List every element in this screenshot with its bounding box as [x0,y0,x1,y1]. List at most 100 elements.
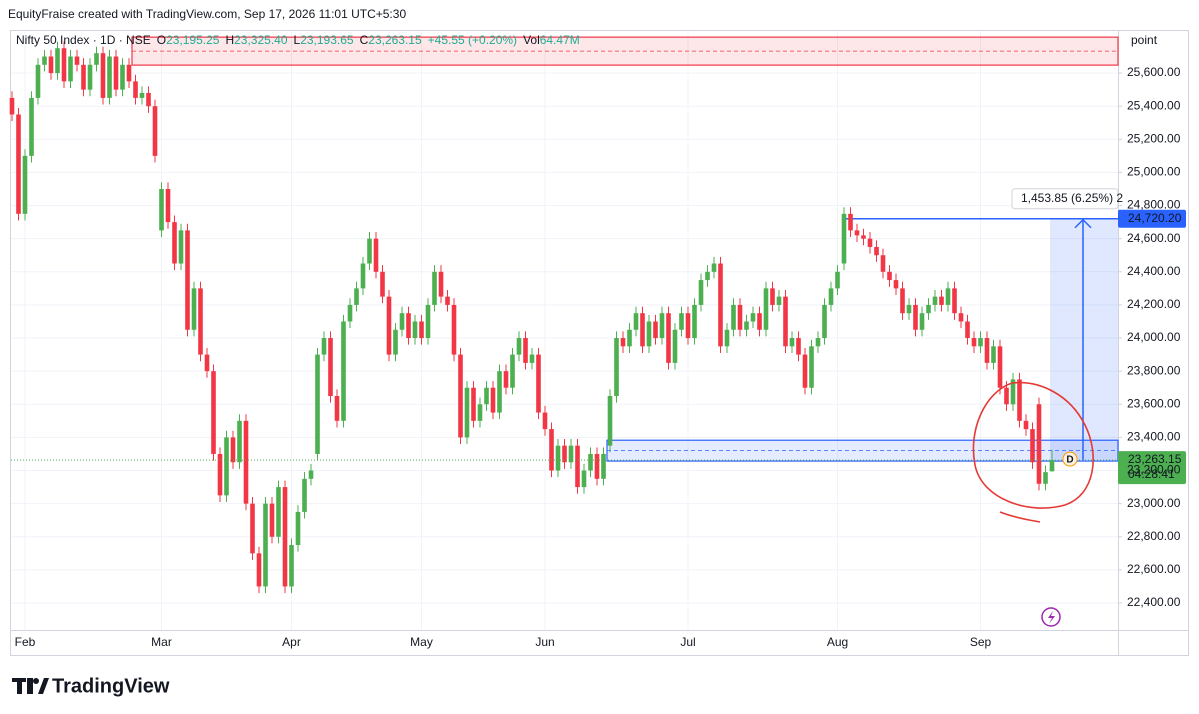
candle-body [731,304,736,330]
candle-body [750,313,756,322]
candle-body [146,92,151,107]
candle-body [419,321,424,339]
candle-body [757,313,762,330]
candle-body [549,429,554,471]
candle-body [237,420,242,463]
logo-text: TradingView [52,675,170,697]
y-tick-label: 24,400.00 [1127,264,1181,278]
candle-body [198,288,203,355]
candle-body [705,271,710,281]
candle-body [822,304,827,339]
candle-body [809,346,814,388]
candle-body [256,553,262,587]
candle-body [295,511,301,546]
legend: Nifty 50 Index · 1D · NSE O23,195.25 H23,3… [16,33,580,47]
target-price-label: 24,720.20 [1128,211,1182,225]
y-tick-label: 22,400.00 [1127,595,1181,609]
candle-body [243,420,249,504]
candle-body [224,437,229,496]
legend-change: +45.55 (+0.20%) [428,33,517,47]
legend-value: 23,195.25 [166,33,220,47]
candle-body [763,288,769,330]
candle-body [178,230,184,264]
candle-body [640,313,645,347]
candle-body [61,48,67,82]
hand-drawn-circle [972,381,1094,523]
y-tick-label: 25,200.00 [1127,131,1181,145]
candle-body [503,371,509,388]
dividend-marker [1062,451,1078,467]
candle-body [133,81,138,98]
y-tick-label: 23,800.00 [1127,363,1181,377]
candle-body [945,288,951,305]
candle-body [529,354,535,363]
candle-body [906,304,912,314]
candle-body [360,263,366,289]
candle-body [854,230,860,236]
candle-body [601,453,606,479]
candle-body [581,470,587,488]
candle-body [87,64,93,90]
candle-body [958,313,964,322]
y-tick-label: 23,200.00 [1127,463,1181,477]
candle-body [484,387,489,405]
candle-body [685,313,691,339]
candle-body [263,503,268,587]
candle-body [302,478,307,512]
header-text: EquityFraise created with TradingView.co… [8,7,406,21]
candle-body [510,354,515,388]
candle-body [373,238,379,272]
legend-volume: 64.47M [540,33,580,47]
candle-body [451,304,457,355]
y-tick-label: 24,200.00 [1127,297,1181,311]
y-tick-label: 24,600.00 [1127,231,1181,245]
candle-body [887,271,892,281]
candle-body [1010,379,1016,405]
candle-body [900,288,905,314]
candle-body [978,338,983,347]
legend-value: 23,263.15 [368,33,422,47]
candle-body [633,313,639,330]
candle-body [35,64,41,98]
x-tick-label: Feb [15,635,36,649]
candle-body [971,338,977,347]
candle-body [841,213,847,264]
candle-body [802,354,808,388]
event-icon[interactable] [1041,607,1061,627]
candle-body [113,56,119,90]
scale-button-label: point [1131,33,1158,47]
candle-body [438,271,444,297]
candle-body [159,188,164,231]
candle-body [965,321,970,339]
logo-mark-slash [38,678,49,694]
candle-body [9,97,15,115]
candles [9,41,1055,594]
candle-body [523,338,528,363]
candle-body [594,453,600,479]
scale-button[interactable] [1124,31,1184,51]
candle-body [666,313,671,363]
candle-body [412,321,418,339]
candle-body [81,64,86,90]
measure-arrowhead [1074,218,1092,229]
dividend-marker-label: D [1066,455,1073,466]
logo-mark [12,678,33,694]
candle-body [328,338,333,396]
candle-body [341,321,346,421]
candle-body [588,453,593,471]
y-tick-label: 25,600.00 [1127,65,1181,79]
legend-value: 23,193.65 [300,33,354,47]
candle-body [393,329,398,355]
candle-body [698,280,704,305]
candle-body [776,296,782,305]
candle-body [997,346,1003,388]
candle-body [107,56,112,98]
zones [131,36,1119,462]
candle-body [919,313,925,330]
candle-body [659,313,665,339]
candle-body [386,296,392,355]
candle-body [542,412,548,430]
candle-body [744,321,749,330]
candle-body [1023,420,1029,430]
